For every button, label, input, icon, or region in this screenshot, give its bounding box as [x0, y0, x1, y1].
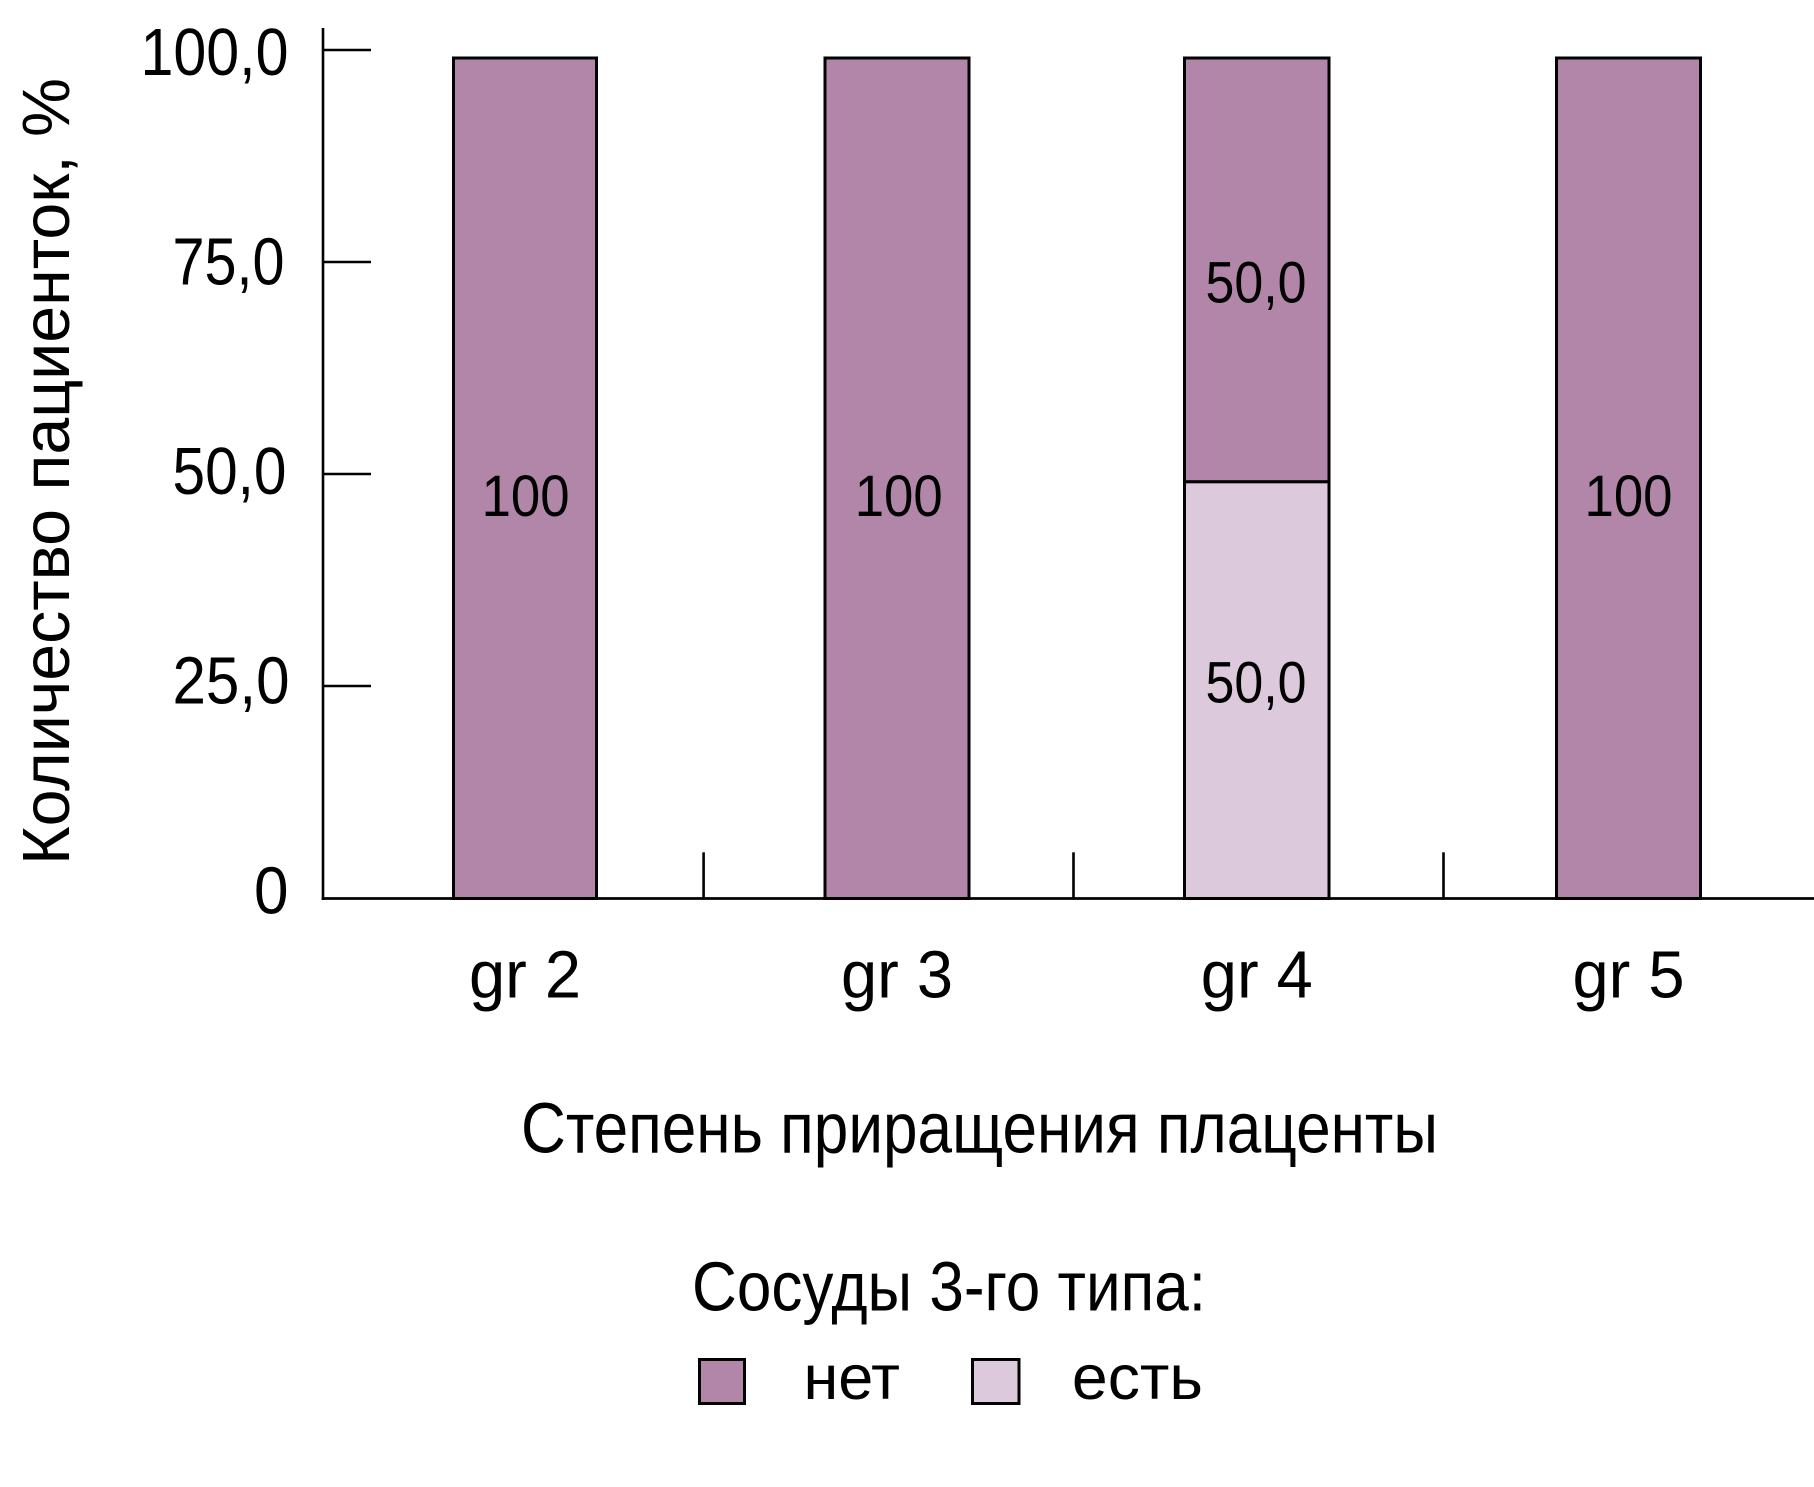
svg-text:нет: нет [804, 1343, 901, 1413]
svg-text:gr 2: gr 2 [469, 938, 581, 1013]
svg-text:0: 0 [254, 854, 289, 929]
svg-text:gr 4: gr 4 [1201, 938, 1313, 1013]
svg-text:100: 100 [855, 464, 943, 529]
svg-text:100: 100 [482, 464, 570, 529]
svg-text:gr 3: gr 3 [841, 938, 953, 1013]
svg-text:gr 5: gr 5 [1573, 938, 1685, 1013]
svg-text:50,0: 50,0 [173, 434, 287, 509]
svg-text:100: 100 [1585, 464, 1673, 529]
svg-text:50,0: 50,0 [1206, 250, 1307, 315]
svg-text:50,0: 50,0 [1206, 651, 1307, 716]
svg-text:Количество пациенток, %: Количество пациенток, % [9, 78, 84, 865]
svg-text:Сосуды 3-го типа:: Сосуды 3-го типа: [692, 1248, 1206, 1326]
svg-text:100,0: 100,0 [141, 15, 289, 90]
svg-text:75,0: 75,0 [173, 225, 285, 300]
svg-text:25,0: 25,0 [173, 644, 290, 719]
svg-text:есть: есть [1072, 1343, 1203, 1413]
svg-text:Степень приращения плаценты: Степень приращения плаценты [521, 1090, 1438, 1169]
